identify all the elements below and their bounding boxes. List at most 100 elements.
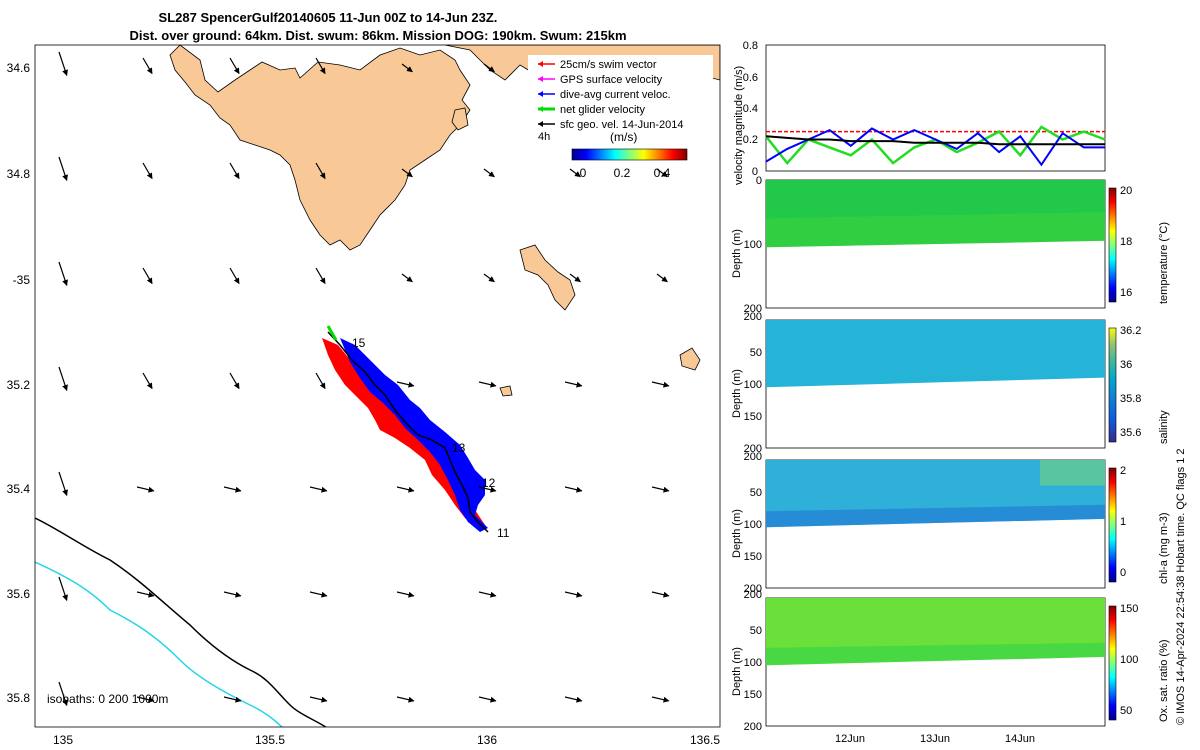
current-vector xyxy=(478,486,497,493)
section-colorbar xyxy=(1108,467,1117,583)
current-vector xyxy=(223,486,242,493)
depth-tick: 50 xyxy=(750,347,762,359)
current-vector xyxy=(58,471,68,496)
section-deep-band xyxy=(766,642,1105,666)
title-line-2: Dist. over ground: 64km. Dist. swum: 86k… xyxy=(129,28,626,43)
colorbar-tick: 36.2 xyxy=(1120,325,1141,337)
current-vector xyxy=(564,486,583,493)
map-lon-axis: 135 135.5 136 136.5 xyxy=(53,733,720,747)
xtick-13jun: 13Jun xyxy=(920,733,950,745)
current-vector xyxy=(229,57,240,75)
isobath-200 xyxy=(35,517,328,727)
colorbar-label: chl-a (mg m-3) xyxy=(1158,512,1170,584)
depth-tick: 100 xyxy=(744,519,762,531)
depth-tick: 150 xyxy=(744,411,762,423)
lat-tick: -35 xyxy=(13,273,31,287)
current-vector xyxy=(142,372,153,390)
legend-label: net glider velocity xyxy=(560,104,645,116)
vel-ytick: 0.2 xyxy=(743,134,758,146)
xtick-12jun: 12Jun xyxy=(835,733,865,745)
depth-tick-top: 200 xyxy=(744,451,762,463)
lon-tick: 136 xyxy=(477,733,497,747)
glider-track xyxy=(327,331,489,533)
colorbar-tick: 0 xyxy=(1120,567,1126,579)
depth-tick: 200 xyxy=(744,443,762,455)
current-vector xyxy=(656,273,668,283)
colorbar-tick: 18 xyxy=(1120,236,1132,248)
current-vector xyxy=(142,57,153,75)
depth-ylabel: Depth (m) xyxy=(731,647,743,696)
legend-arrowhead xyxy=(538,76,543,82)
section-colorbar xyxy=(1108,187,1117,303)
current-vector xyxy=(223,696,242,703)
current-vector xyxy=(396,696,415,703)
colorbar-tick: 36 xyxy=(1120,359,1132,371)
current-vector xyxy=(136,696,155,703)
title-line-1: SL287 SpencerGulf20140605 11-Jun 00Z to … xyxy=(159,10,498,25)
map-lat-axis: 34.6 34.8 -35 35.2 35.4 35.6 35.8 xyxy=(7,61,31,705)
depth-tick: 200 xyxy=(744,583,762,595)
current-vector xyxy=(478,696,497,703)
current-vector xyxy=(142,162,153,180)
section-colorbar xyxy=(1108,605,1117,721)
colorbar-tick: 50 xyxy=(1120,705,1132,717)
current-vector xyxy=(229,372,240,390)
colorbar-tick: 0.2 xyxy=(614,166,631,180)
day-label-11: 11 xyxy=(497,526,510,540)
colorbar-label: temperature (°C) xyxy=(1158,222,1170,304)
current-vector xyxy=(651,696,670,703)
current-vector xyxy=(229,267,240,285)
section-panel-salinity: 50 100 150 200 200 Depth (m) 36.2 36 35.8 35.6 sal… xyxy=(731,311,1170,455)
lat-tick: 35.4 xyxy=(7,482,31,496)
colorbar-tick: 2 xyxy=(1120,465,1126,477)
vel-ytick: 0.6 xyxy=(743,72,758,84)
current-vector xyxy=(58,681,68,706)
legend-arrowhead xyxy=(538,106,543,112)
legend-label: sfc geo. vel. 14-Jun-2014 xyxy=(560,119,684,131)
depth-tick: 100 xyxy=(744,657,762,669)
current-vector xyxy=(315,57,326,75)
current-vector xyxy=(569,273,581,283)
current-vector xyxy=(401,168,413,178)
colorbar-tick: 16 xyxy=(1120,287,1132,299)
legend-label: GPS surface velocity xyxy=(560,74,663,86)
current-vector xyxy=(58,156,68,181)
current-vector xyxy=(136,486,155,493)
colorbar-tick: 0.4 xyxy=(654,166,671,180)
depth-tick: 200 xyxy=(744,721,762,733)
current-vector xyxy=(651,486,670,493)
current-vector xyxy=(656,168,668,178)
current-vector xyxy=(315,162,326,180)
current-vector xyxy=(223,591,242,598)
depth-tick: 0 xyxy=(756,175,762,187)
credit-text: © IMOS 14-Apr-2024 22:54:38 Hobart time.… xyxy=(1175,448,1187,725)
depth-tick: 150 xyxy=(744,551,762,563)
current-vector xyxy=(396,381,415,388)
legend-label: 25cm/s swim vector xyxy=(560,59,657,71)
current-vector xyxy=(564,381,583,388)
current-vector xyxy=(483,168,495,178)
current-vector xyxy=(651,591,670,598)
lon-tick: 135.5 xyxy=(255,733,285,747)
section-fill xyxy=(766,320,1105,388)
colorbar-tick: 20 xyxy=(1120,185,1132,197)
section-colorbar xyxy=(1108,327,1117,443)
colorbar-tick: 150 xyxy=(1120,603,1138,615)
depth-tick: 150 xyxy=(744,689,762,701)
depth-tick: 50 xyxy=(750,625,762,637)
xtick-14jun: 14Jun xyxy=(1005,733,1035,745)
current-vector xyxy=(396,486,415,493)
velocity-series-line xyxy=(765,135,1105,146)
colorbar-tick: 1 xyxy=(1120,516,1126,528)
depth-tick: 100 xyxy=(744,379,762,391)
colorbar-tick: 0 xyxy=(580,166,587,180)
current-vector xyxy=(309,696,328,703)
vel-ytick: 0.4 xyxy=(743,103,758,115)
velocity-panel: 0.8 0.6 0.4 0.2 0 velocity magnitude (m/… xyxy=(733,40,1106,185)
section-patch xyxy=(1040,460,1105,486)
current-vector xyxy=(315,267,326,285)
lat-tick: 35.6 xyxy=(7,587,31,601)
current-vector xyxy=(569,168,581,178)
